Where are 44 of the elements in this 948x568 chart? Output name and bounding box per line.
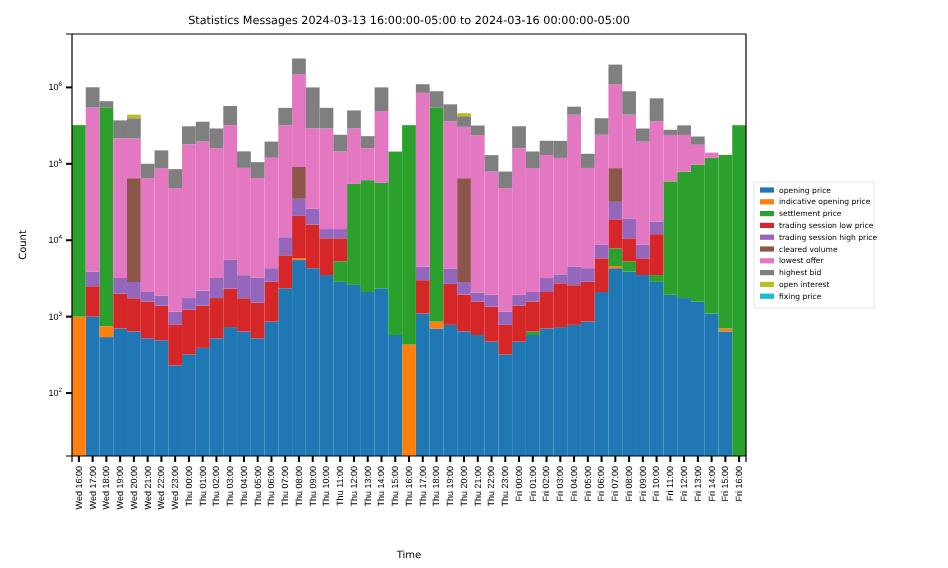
bar bbox=[594, 244, 609, 259]
bar bbox=[99, 107, 114, 327]
bar bbox=[72, 316, 86, 456]
bar bbox=[264, 141, 279, 158]
bar bbox=[223, 106, 238, 126]
bar bbox=[512, 126, 526, 149]
bar bbox=[402, 344, 416, 456]
bar bbox=[278, 107, 293, 126]
bar bbox=[278, 237, 293, 256]
bar bbox=[292, 58, 306, 75]
bar bbox=[415, 280, 430, 314]
bar bbox=[622, 218, 636, 239]
bar bbox=[99, 326, 114, 338]
bar bbox=[415, 92, 430, 267]
bar bbox=[649, 98, 664, 122]
bar bbox=[374, 87, 389, 112]
bar bbox=[484, 155, 499, 172]
bar bbox=[127, 178, 141, 282]
bar bbox=[85, 271, 100, 287]
bar bbox=[635, 128, 650, 142]
bar bbox=[168, 169, 183, 189]
bar bbox=[333, 134, 348, 152]
bar bbox=[580, 153, 595, 168]
bar bbox=[85, 286, 100, 317]
bar bbox=[457, 178, 471, 282]
bar bbox=[608, 168, 623, 202]
bar bbox=[347, 110, 361, 129]
bar bbox=[635, 244, 650, 259]
bar bbox=[690, 136, 705, 145]
bar bbox=[360, 136, 375, 149]
bar bbox=[415, 266, 430, 281]
bar bbox=[168, 311, 183, 325]
bar bbox=[498, 311, 513, 325]
bar bbox=[429, 107, 444, 322]
bar bbox=[567, 106, 581, 115]
bar bbox=[292, 167, 306, 199]
bar bbox=[72, 125, 86, 317]
bar bbox=[594, 118, 609, 135]
bar bbox=[622, 91, 636, 115]
bar bbox=[649, 221, 664, 235]
bar bbox=[498, 171, 513, 189]
bar bbox=[85, 107, 100, 272]
bar bbox=[608, 201, 623, 220]
bar bbox=[608, 64, 623, 85]
